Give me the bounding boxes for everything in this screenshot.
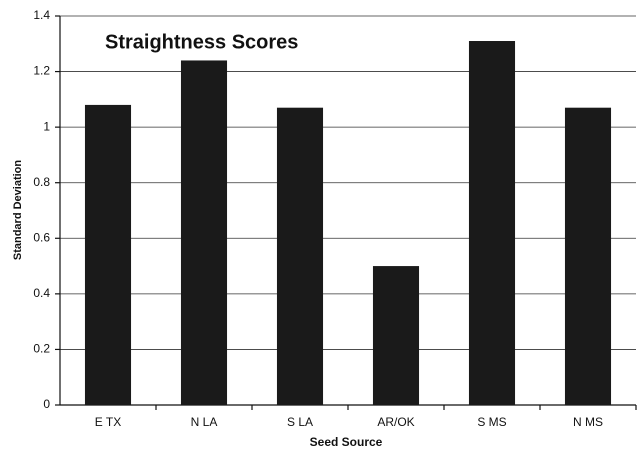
x-tick-label: S MS bbox=[477, 415, 506, 429]
x-tick-label: AR/OK bbox=[377, 415, 414, 429]
y-tick-label: 1 bbox=[43, 119, 50, 133]
bar bbox=[276, 107, 324, 405]
y-tick-label: 0.4 bbox=[33, 286, 50, 300]
chart-title: Straightness Scores bbox=[105, 31, 298, 53]
bar bbox=[468, 41, 516, 405]
y-tick-label: 0 bbox=[43, 397, 50, 411]
y-tick-label: 1.2 bbox=[33, 64, 50, 78]
x-tick-label: S LA bbox=[287, 415, 313, 429]
y-tick-label: 0.8 bbox=[33, 175, 50, 189]
bar bbox=[84, 104, 132, 406]
x-tick-label: N MS bbox=[573, 415, 603, 429]
y-tick-label: 1.4 bbox=[33, 8, 50, 22]
y-tick-label: 0.6 bbox=[33, 230, 50, 244]
x-tick-label: N LA bbox=[191, 415, 218, 429]
bar bbox=[372, 266, 420, 405]
x-axis-label: Seed Source bbox=[310, 435, 383, 449]
y-axis-label: Standard Deviation bbox=[12, 160, 24, 261]
bar bbox=[180, 60, 228, 405]
y-tick-label: 0.2 bbox=[33, 342, 50, 356]
x-tick-label: E TX bbox=[95, 415, 121, 429]
bar bbox=[564, 107, 612, 405]
